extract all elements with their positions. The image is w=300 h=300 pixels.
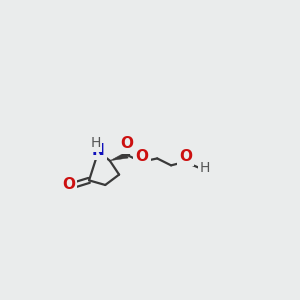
Text: H: H bbox=[199, 161, 209, 175]
Text: O: O bbox=[179, 149, 192, 164]
Text: O: O bbox=[136, 149, 148, 164]
Text: O: O bbox=[62, 178, 75, 193]
Text: O: O bbox=[121, 136, 134, 152]
Polygon shape bbox=[110, 152, 128, 161]
Text: H: H bbox=[90, 136, 101, 150]
Text: N: N bbox=[92, 143, 105, 158]
